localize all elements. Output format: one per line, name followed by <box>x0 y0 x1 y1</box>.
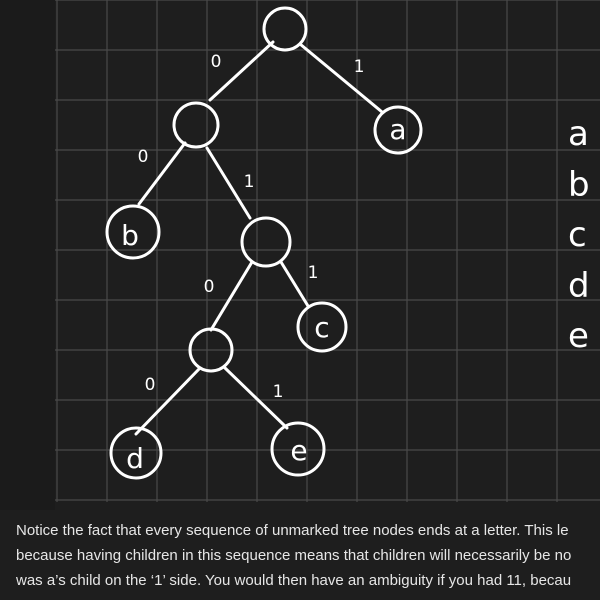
edge-n2-c <box>279 260 310 308</box>
edge-label-root-right: 1 <box>354 57 365 77</box>
edge-n3-d <box>134 366 202 436</box>
tree-node-d <box>109 426 163 480</box>
side-list-item-b: b <box>568 165 590 205</box>
tree-node-root <box>262 6 308 52</box>
tree-node-b <box>105 204 161 260</box>
node-letter-e: e <box>290 434 307 467</box>
edge-root-a <box>298 42 384 114</box>
edge-n2-n3 <box>209 260 254 332</box>
side-list-item-e: e <box>568 316 589 356</box>
edge-n1-b <box>137 141 187 206</box>
node-letter-a: a <box>389 113 406 146</box>
side-list-item-c: c <box>568 215 587 255</box>
edge-n1-n2 <box>205 146 252 220</box>
tree-node-e <box>270 421 326 477</box>
drawing-canvas: a b c d e 0 1 0 1 0 1 0 1 a b c <box>55 0 600 502</box>
edge-label-n2-right: 1 <box>308 263 319 283</box>
tree-node-n3 <box>188 327 234 373</box>
edge-n3-e <box>223 366 289 430</box>
explanation-paragraph: Notice the fact that every sequence of u… <box>16 518 600 593</box>
edge-label-root-left: 0 <box>211 52 222 72</box>
side-list-item-d: d <box>568 266 590 306</box>
side-list-item-a: a <box>568 114 589 154</box>
edge-root-n1 <box>208 40 275 102</box>
tree-node-a <box>373 105 423 155</box>
paragraph-line-2: because having children in this sequence… <box>16 547 572 564</box>
edge-label-n3-left: 0 <box>145 375 156 395</box>
edge-label-n2-left: 0 <box>204 277 215 297</box>
tree-diagram: a b c d e 0 1 0 1 0 1 0 1 a b c <box>55 0 600 502</box>
edge-label-n1-left: 0 <box>138 147 149 167</box>
paragraph-line-1: Notice the fact that every sequence of u… <box>16 522 569 539</box>
edge-label-n3-right: 1 <box>273 382 284 402</box>
left-panel <box>0 0 55 510</box>
node-letter-c: c <box>314 311 329 344</box>
node-letter-d: d <box>126 442 144 475</box>
tree-node-c <box>296 301 348 353</box>
paragraph-line-3: was a’s child on the ‘1’ side. You would… <box>16 572 572 589</box>
tree-node-n2 <box>240 216 292 268</box>
node-letter-b: b <box>121 219 139 252</box>
edge-label-n1-right: 1 <box>244 172 255 192</box>
tree-node-n1 <box>172 101 220 149</box>
